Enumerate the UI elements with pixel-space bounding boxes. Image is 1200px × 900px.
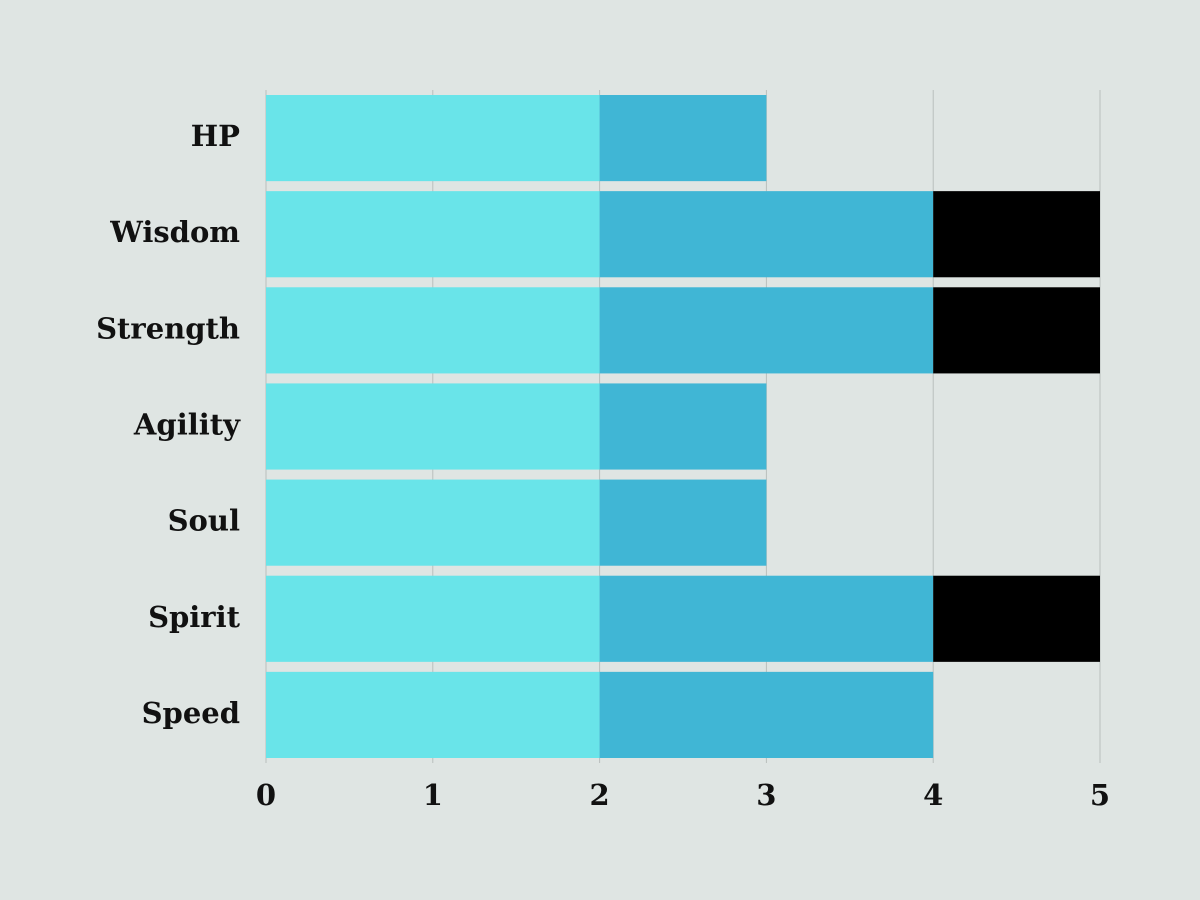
x-tick-label: 0 (256, 778, 276, 812)
y-tick-label: Soul (168, 504, 240, 538)
bar-segment (266, 671, 600, 758)
decor-frame (0, 8, 1200, 895)
y-tick-label: Agility (133, 408, 241, 442)
bar-segment (266, 575, 600, 662)
bar-segment (933, 575, 1100, 662)
x-tick-label: 2 (590, 778, 610, 812)
bar-segment (933, 287, 1100, 374)
bar-segment (599, 671, 934, 758)
bar-segment (933, 191, 1100, 278)
bar-segment (266, 191, 600, 278)
bar-segment (599, 479, 767, 566)
bar-segment (266, 95, 600, 182)
bar-segment (266, 287, 600, 374)
bar-segment (599, 383, 767, 470)
bar-segment (266, 383, 600, 470)
x-tick-label: 4 (923, 778, 943, 812)
y-tick-label: Strength (96, 311, 240, 345)
y-tick-label: Speed (142, 696, 240, 730)
y-tick-label: HP (191, 119, 240, 153)
x-tick-label: 1 (423, 778, 443, 812)
y-tick-label: Spirit (148, 600, 241, 634)
bar-segment (266, 479, 600, 566)
x-tick-label: 3 (756, 778, 776, 812)
bar-segment (599, 287, 934, 374)
y-tick-label: Wisdom (109, 215, 240, 249)
bar-segment (599, 575, 934, 662)
x-tick-label: 5 (1090, 778, 1110, 812)
bar-segment (599, 95, 767, 182)
bar-segment (599, 191, 934, 278)
